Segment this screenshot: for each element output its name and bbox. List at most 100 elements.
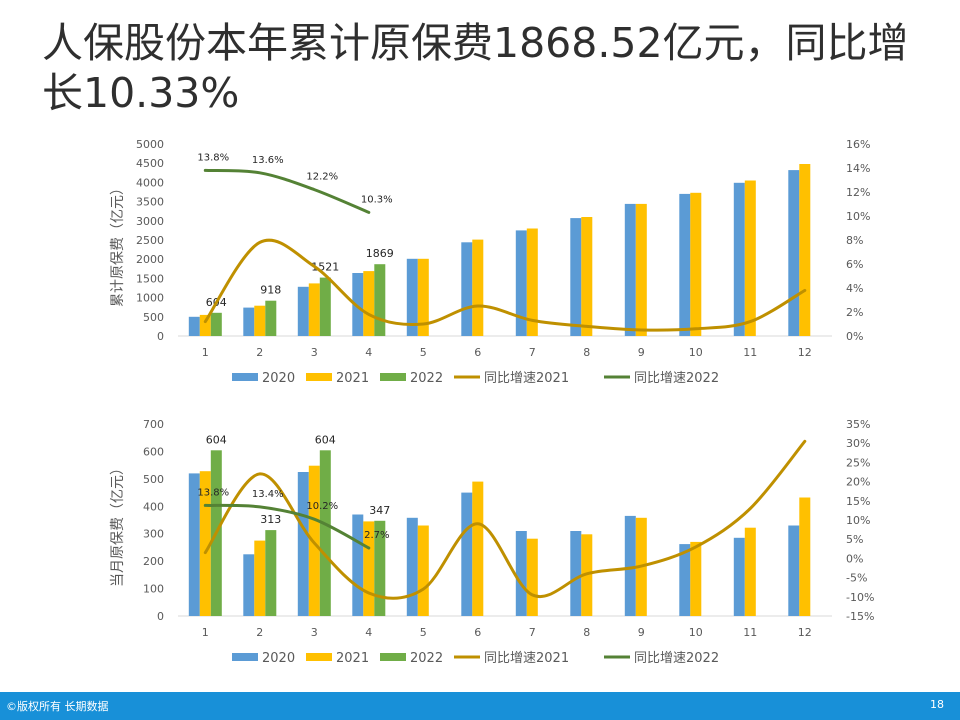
c2-x-tick-label: 2: [256, 626, 263, 639]
c2-bar-2021-5: [417, 525, 429, 616]
c2-bar-2021-1: [199, 471, 211, 616]
c1-bar-2021-10: [690, 192, 702, 336]
c1-bar-2022-1: [210, 312, 222, 336]
c1-y-tick-label: 4000: [136, 176, 164, 189]
c2-y-tick-label: 400: [143, 500, 164, 513]
c1-bar-data-label: 918: [260, 284, 281, 297]
c1-y2-tick-label: 6%: [846, 258, 863, 271]
c2-y2-tick-label: 0%: [846, 552, 863, 565]
c1-y-tick-label: 3500: [136, 196, 164, 209]
c1-x-tick-label: 5: [420, 346, 427, 359]
c1-y-tick-label: 2000: [136, 253, 164, 266]
c1-bar-2021-5: [417, 258, 429, 336]
c2-x-tick-label: 8: [583, 626, 590, 639]
c2-bar-2020-11: [733, 537, 745, 616]
c2-bar-2020-1: [188, 473, 200, 616]
c2-legend-swatch-2022: [380, 653, 406, 661]
c1-bar-2020-10: [679, 193, 691, 336]
c1-bar-2021-3: [308, 283, 320, 336]
c2-y-axis-title: 当月原保费（亿元）: [110, 461, 126, 587]
c1-x-tick-label: 10: [689, 346, 703, 359]
c2-x-tick-label: 5: [420, 626, 427, 639]
c2-bar-2020-2: [243, 554, 255, 616]
c2-x-tick-label: 10: [689, 626, 703, 639]
c1-x-tick-label: 12: [798, 346, 812, 359]
c1-y2-tick-label: 8%: [846, 234, 863, 247]
c2-bar-2022-4: [374, 520, 386, 616]
c1-legend-swatch-2022: [380, 373, 406, 381]
monthly-premium-chart: 0 100 200 300 400 500 600 700 -15% -10% -5% 0% 5% 10%…: [110, 418, 874, 666]
c2-bar-data-label: 347: [369, 504, 390, 517]
c2-x-tick-label: 9: [638, 626, 645, 639]
c2-y-tick-label: 600: [143, 445, 164, 458]
c2-legend-label: 同比增速2022: [634, 651, 719, 666]
c1-y2-tick-label: 16%: [846, 138, 870, 151]
c2-x-tick-label: 1: [202, 626, 209, 639]
c1-bar-2021-9: [635, 203, 647, 336]
c2-y2-tick-label: 25%: [846, 456, 870, 469]
c1-y-tick-label: 1000: [136, 292, 164, 305]
c2-bar-data-label: 604: [315, 433, 336, 446]
c1-x-tick-label: 8: [583, 346, 590, 359]
c2-y2-tick-label: -10%: [846, 591, 874, 604]
c2-bar-2022-2: [265, 530, 277, 616]
c1-legend-label: 同比增速2022: [634, 371, 719, 386]
c2-y-tick-label: 100: [143, 583, 164, 596]
c1-x-tick-label: 7: [529, 346, 536, 359]
c2-line-data-label: 13.8%: [197, 487, 229, 498]
c1-bar-2020-4: [352, 273, 364, 336]
c2-x-tick-label: 12: [798, 626, 812, 639]
c1-legend-label: 同比增速2021: [484, 371, 569, 386]
c1-y-tick-label: 0: [157, 330, 164, 343]
c1-y-tick-label: 5000: [136, 138, 164, 151]
c1-bar-2021-12: [799, 164, 811, 336]
c2-y2-tick-label: -15%: [846, 610, 874, 623]
c1-y2-tick-label: 2%: [846, 306, 863, 319]
c1-bar-2022-2: [265, 300, 277, 336]
c1-x-tick-label: 6: [474, 346, 481, 359]
c1-legend-label: 2020: [262, 371, 295, 386]
c1-line-同比增速2022: [203, 168, 371, 214]
c1-bar-2022-3: [319, 277, 331, 336]
c2-legend-swatch-2021: [306, 653, 332, 661]
c1-bar-2020-1: [188, 316, 200, 336]
c2-bar-2020-9: [624, 515, 636, 616]
c1-bar-2020-5: [406, 258, 418, 336]
c1-y-tick-label: 1500: [136, 272, 164, 285]
c2-y2-tick-label: -5%: [846, 572, 867, 585]
c1-bar-2021-11: [744, 180, 756, 336]
c1-line-data-label: 12.2%: [306, 172, 338, 183]
c2-legend-label: 2022: [410, 651, 443, 666]
c2-bar-2021-12: [799, 497, 811, 616]
c1-bar-2021-4: [363, 271, 375, 336]
c1-bar-2020-2: [243, 307, 255, 336]
c2-legend-label: 2021: [336, 651, 369, 666]
c2-y2-tick-label: 15%: [846, 495, 870, 508]
c1-y-tick-label: 500: [143, 311, 164, 324]
c2-y-tick-label: 300: [143, 528, 164, 541]
c2-y2-tick-label: 10%: [846, 514, 870, 527]
c2-bar-2020-5: [406, 517, 418, 616]
c1-bar-2021-2: [254, 305, 266, 336]
c2-x-tick-label: 3: [311, 626, 318, 639]
c2-bar-data-label: 604: [206, 433, 227, 446]
c1-y2-tick-label: 10%: [846, 210, 870, 223]
c2-bar-2021-6: [472, 481, 484, 616]
c2-bar-2020-6: [461, 492, 473, 616]
c1-bar-2020-7: [515, 230, 527, 336]
c2-legend-label: 同比增速2021: [484, 651, 569, 666]
c2-y2-tick-label: 30%: [846, 437, 870, 450]
c2-bar-2020-10: [679, 544, 691, 616]
c1-bar-2020-6: [461, 242, 473, 336]
c1-bar-2020-12: [788, 170, 800, 336]
c1-bar-2020-3: [297, 286, 309, 336]
c1-y-tick-label: 3000: [136, 215, 164, 228]
c1-legend-swatch-2020: [232, 373, 258, 381]
cumulative-premium-chart: 0 500 1000 1500 2000 2500 3000 3500 4000 4500 5000…: [110, 138, 870, 386]
c2-line-同比增速2022: [203, 503, 371, 550]
footer-bar: ©版权所有 长期数据 18: [0, 692, 960, 720]
copyright-text: ©版权所有 长期数据: [6, 700, 109, 713]
c2-bar-2021-2: [254, 540, 266, 616]
c2-y-tick-label: 200: [143, 555, 164, 568]
c1-bar-2020-11: [733, 182, 745, 336]
